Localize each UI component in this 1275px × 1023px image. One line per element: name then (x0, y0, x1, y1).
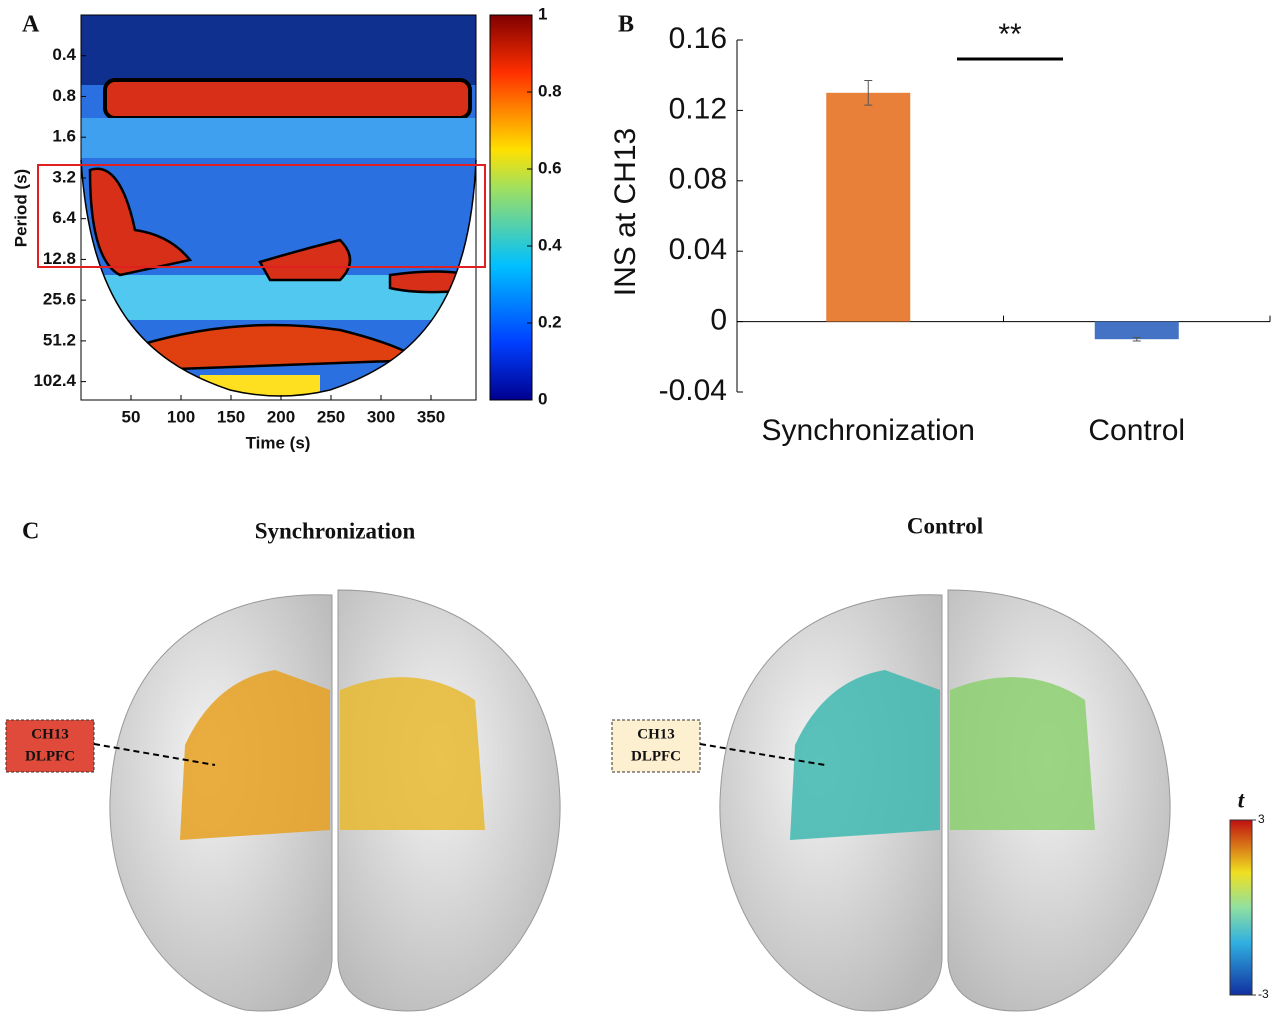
callout-text: DLPFC (631, 748, 681, 764)
activation-left (180, 670, 330, 840)
map-blob (88, 167, 193, 277)
colorbar (489, 14, 533, 401)
plot-frame (80, 14, 477, 401)
callout-text: CH13 (31, 726, 69, 742)
x-tick-label: 100 (167, 407, 195, 426)
colorbar-tick-label: 0.8 (538, 81, 562, 100)
x-tick-label: Control (1088, 414, 1185, 447)
colorbar-tick-label: 1 (538, 4, 547, 23)
x-tick-label: 50 (122, 407, 141, 426)
colorbar-tick-label: 0 (538, 389, 547, 408)
panel-label: A (22, 12, 40, 38)
coherence-map (81, 15, 476, 396)
colorbar (1229, 819, 1253, 996)
y-tick-label: 12.8 (43, 249, 76, 268)
error-bar (864, 79, 873, 106)
map-blob (258, 238, 352, 282)
y-tick-label: 102.4 (33, 371, 76, 390)
panel-label: C (22, 519, 39, 545)
y-tick-label: -0.04 (659, 374, 727, 407)
roi-box (37, 164, 486, 268)
y-tick-label: 0.12 (669, 92, 727, 125)
callout-text: CH13 (637, 726, 675, 742)
map-band (81, 15, 476, 85)
y-tick-label: 51.2 (43, 330, 76, 349)
colorbar-tick-label: 0.6 (538, 158, 562, 177)
x-tick-label: Synchronization (762, 414, 975, 447)
error-bar (1132, 336, 1141, 342)
activation-left (790, 670, 940, 840)
y-tick-label: 0 (710, 304, 727, 337)
significance-label: ** (998, 18, 1022, 51)
y-tick-label: 0.4 (52, 45, 76, 64)
callout-line (699, 743, 826, 766)
map-outline (80, 159, 477, 397)
map-blob (388, 270, 472, 294)
y-tick-label: 25.6 (43, 290, 76, 309)
colorbar-tick-label: 3 (1258, 812, 1265, 826)
colorbar-tick-label: 0.2 (538, 312, 562, 331)
colorbar-label: t (1238, 787, 1245, 812)
bar (826, 92, 911, 322)
callout-line (93, 743, 216, 766)
callout-text: DLPFC (25, 748, 75, 764)
y-tick-label: 0.08 (669, 163, 727, 196)
bar (1094, 321, 1179, 340)
y-tick-label: 6.4 (52, 208, 76, 227)
x-tick-label: 200 (267, 407, 295, 426)
brain-view: CH13 DLPFC (611, 589, 1171, 1012)
y-tick-label: 0.8 (52, 86, 76, 105)
brain-view: CH13 DLPFC (5, 589, 561, 1012)
y-tick-label: 0.04 (669, 233, 727, 266)
x-axis-label: Time (s) (246, 433, 311, 452)
activation-right (950, 677, 1095, 830)
panel-title: Synchronization (255, 518, 416, 543)
colorbar-tick-label: -3 (1258, 987, 1269, 1001)
y-axis-label: Period (s) (11, 169, 30, 247)
y-tick-label: 1.6 (52, 127, 76, 146)
callout-box (5, 719, 95, 773)
y-axis-label: INS at CH13 (609, 128, 642, 296)
colorbar-tick-label: 0.4 (538, 235, 562, 254)
x-tick-label: 150 (217, 407, 245, 426)
x-tick-label: 250 (317, 407, 345, 426)
activation-right (340, 677, 485, 830)
x-tick-label: 300 (367, 407, 395, 426)
x-tick-label: 350 (417, 407, 445, 426)
y-tick-label: 3.2 (52, 167, 76, 186)
callout-box (611, 719, 701, 773)
map-band (81, 118, 476, 158)
map-band (103, 78, 472, 120)
panel-title: Control (907, 513, 983, 538)
y-tick-label: 0.16 (669, 22, 727, 55)
panel-label: B (618, 12, 634, 38)
